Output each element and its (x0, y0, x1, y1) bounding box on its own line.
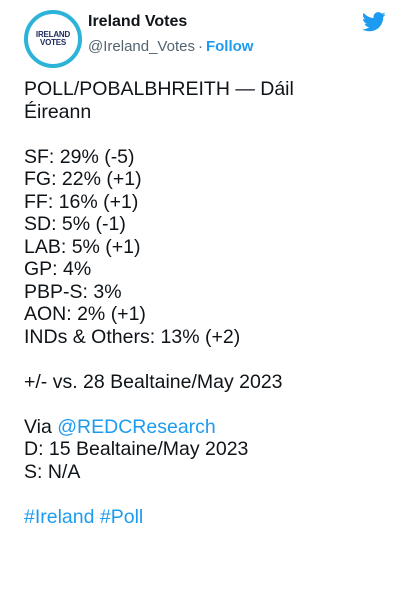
follow-button[interactable]: Follow (205, 38, 254, 55)
result-line: FF: 16% (+1) (24, 190, 139, 213)
account-handle[interactable]: @Ireland_Votes (88, 38, 195, 55)
poll-title-line1: POLL/POBALBHREITH — Dáil (24, 78, 294, 100)
via-prefix: Via (24, 415, 58, 438)
sample-line: S: N/A (24, 460, 81, 483)
result-line: PBP-S: 3% (24, 280, 122, 303)
result-line: AON: 2% (+1) (24, 303, 146, 325)
date-line: D: 15 Bealtaine/May 2023 (24, 438, 249, 460)
hashtag-poll-link[interactable]: #Poll (99, 505, 144, 528)
tweet-body: POLL/POBALBHREITH — Dáil Éireann SF: 29%… (24, 78, 404, 528)
hashtag-ireland-link[interactable]: #Ireland (24, 505, 95, 528)
avatar-text-line1: IRELAND (35, 30, 71, 39)
hashtags-line: #Ireland #Poll (24, 506, 404, 529)
account-name[interactable]: Ireland Votes (88, 13, 188, 30)
comparison-line: +/- vs. 28 Bealtaine/May 2023 (24, 370, 283, 393)
result-line: INDs & Others: 13% (+2) (24, 325, 241, 348)
separator: · (197, 38, 203, 55)
result-line: LAB: 5% (+1) (24, 235, 141, 258)
poll-title-line2: Éireann (24, 100, 92, 123)
twitter-bird-icon[interactable] (362, 12, 386, 32)
via-line: Via @REDCResearch (24, 416, 404, 439)
redc-mention-link[interactable]: @REDCResearch (57, 415, 216, 438)
tweet-header: IRELAND VOTES Ireland Votes @Ireland_Vot… (0, 0, 419, 70)
handle-row: @Ireland_Votes · Follow (88, 38, 253, 55)
result-line: SD: 5% (-1) (24, 213, 126, 235)
avatar[interactable]: IRELAND VOTES (24, 10, 82, 68)
avatar-text-line2: VOTES (39, 38, 67, 47)
result-line: GP: 4% (24, 258, 92, 280)
result-line: FG: 22% (+1) (24, 168, 142, 190)
result-line: SF: 29% (-5) (24, 145, 135, 168)
